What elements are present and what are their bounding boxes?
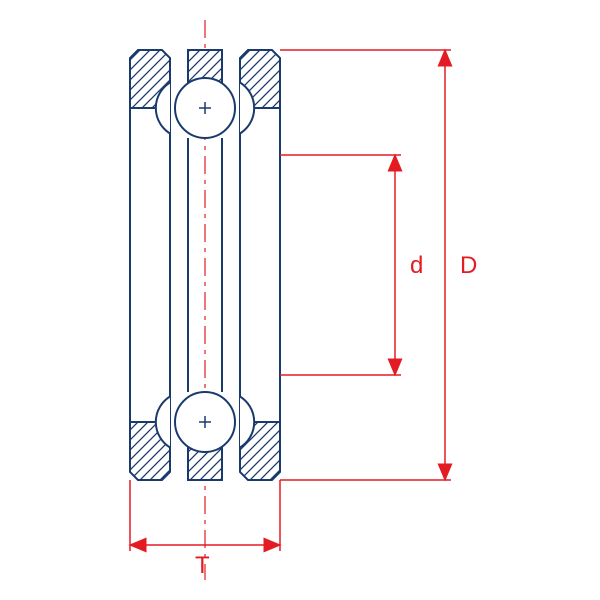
dim-T-label: T <box>195 552 210 579</box>
dimension-lines: Td D <box>130 50 477 579</box>
dim-d-label: d <box>410 252 423 279</box>
bearing-geometry <box>130 20 280 580</box>
dim-D-label: D <box>460 252 477 279</box>
bearing-cross-section-diagram: Td D <box>0 0 600 600</box>
